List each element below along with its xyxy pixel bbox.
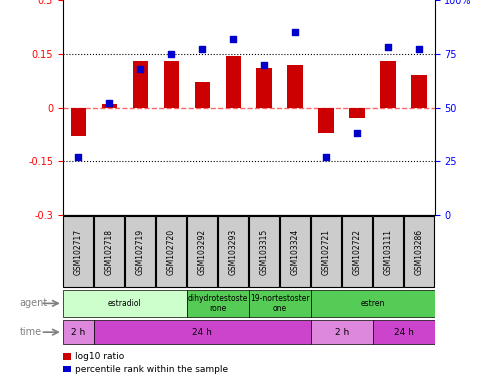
Text: GSM102722: GSM102722 (353, 228, 362, 275)
Bar (287, 65, 303, 108)
Bar (249, 290, 311, 317)
Point (354, 130, 361, 136)
Bar (126, 216, 155, 287)
Text: GSM103111: GSM103111 (384, 228, 393, 275)
Text: log10 ratio: log10 ratio (75, 352, 125, 361)
Point (199, 46, 206, 53)
Text: dihydrotestoste
rone: dihydrotestoste rone (187, 294, 248, 313)
Bar (311, 320, 373, 344)
Point (136, 66, 144, 72)
Text: GSM103315: GSM103315 (260, 228, 269, 275)
Bar (373, 216, 403, 287)
Text: 24 h: 24 h (394, 328, 413, 337)
Text: GSM103293: GSM103293 (229, 228, 238, 275)
Text: agent: agent (19, 298, 47, 308)
Bar (412, 75, 427, 108)
Bar (318, 108, 334, 132)
Bar (132, 61, 148, 108)
Bar (256, 68, 272, 108)
Point (322, 154, 330, 160)
Bar (187, 290, 249, 317)
Bar (101, 104, 117, 108)
Text: 2 h: 2 h (335, 328, 349, 337)
Text: 19-nortestoster
one: 19-nortestoster one (250, 294, 310, 313)
Bar (94, 320, 311, 344)
Text: GSM103286: GSM103286 (415, 228, 424, 275)
Text: GSM103292: GSM103292 (198, 228, 207, 275)
Point (260, 61, 268, 68)
Text: 2 h: 2 h (71, 328, 85, 337)
Text: GSM102718: GSM102718 (105, 228, 114, 275)
Bar (218, 216, 248, 287)
Bar (311, 290, 435, 317)
Bar (94, 216, 124, 287)
Bar (312, 216, 341, 287)
Bar (350, 108, 365, 118)
Bar (63, 320, 94, 344)
Bar (249, 216, 279, 287)
Bar (71, 108, 86, 136)
Bar (164, 61, 179, 108)
Bar (63, 290, 187, 317)
Text: GSM102719: GSM102719 (136, 228, 145, 275)
Bar (187, 216, 217, 287)
Bar (342, 216, 372, 287)
Text: estradiol: estradiol (108, 299, 142, 308)
Bar (404, 216, 434, 287)
Text: 24 h: 24 h (192, 328, 212, 337)
Point (415, 46, 423, 53)
Point (291, 29, 299, 35)
Bar (381, 61, 396, 108)
Bar (226, 56, 241, 108)
Text: GSM103324: GSM103324 (291, 228, 300, 275)
Point (168, 51, 175, 57)
Text: percentile rank within the sample: percentile rank within the sample (75, 364, 228, 374)
Bar (195, 83, 210, 108)
Text: estren: estren (360, 299, 385, 308)
Text: GSM102721: GSM102721 (322, 228, 331, 275)
Text: GSM102717: GSM102717 (74, 228, 83, 275)
Text: GSM102720: GSM102720 (167, 228, 176, 275)
Bar (280, 216, 310, 287)
Text: time: time (19, 327, 42, 337)
Point (229, 36, 237, 42)
Point (105, 100, 113, 106)
Bar (156, 216, 186, 287)
Point (74, 154, 82, 160)
Bar (373, 320, 435, 344)
Point (384, 44, 392, 50)
Bar (63, 216, 93, 287)
